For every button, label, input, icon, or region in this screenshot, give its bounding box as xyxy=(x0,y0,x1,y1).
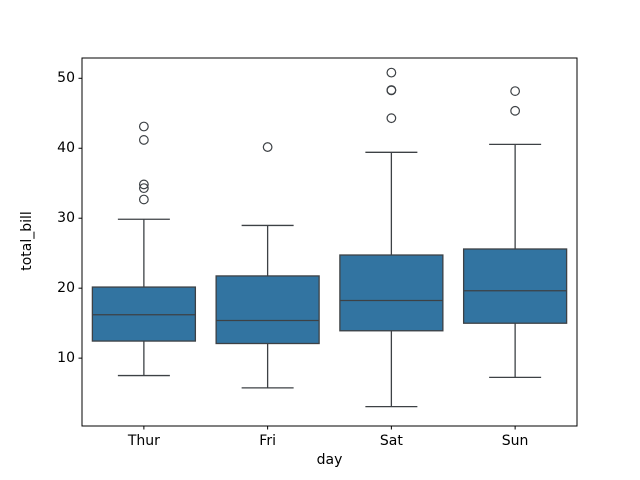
outlier-point xyxy=(138,135,149,145)
outlier-point xyxy=(138,179,149,190)
y-tick-label: 40 xyxy=(57,140,75,157)
outlier-point xyxy=(386,85,397,95)
outlier-point xyxy=(138,183,149,194)
y-tick-label: 30 xyxy=(57,210,75,227)
x-tick-label: Sun xyxy=(501,433,529,449)
box-Sun xyxy=(462,248,568,324)
outlier-point xyxy=(386,113,397,124)
y-tick-label: 20 xyxy=(57,280,75,297)
box-Thur xyxy=(91,286,197,342)
outlier-point xyxy=(138,194,149,205)
x-axis-label: day xyxy=(316,452,343,468)
x-tick-label: Fri xyxy=(259,433,276,449)
box-Fri xyxy=(215,275,320,345)
outlier-point xyxy=(386,67,397,78)
outlier-point xyxy=(138,121,149,132)
box-Sat xyxy=(339,254,444,332)
outlier-point xyxy=(262,142,273,152)
outlier-point xyxy=(510,86,521,96)
y-tick-label: 50 xyxy=(57,70,75,87)
axes-frame xyxy=(81,57,578,427)
x-tick-label: Sat xyxy=(379,433,403,449)
outlier-point xyxy=(510,105,521,116)
x-tick-label: Thur xyxy=(127,433,160,449)
y-tick-label: 10 xyxy=(57,350,75,367)
